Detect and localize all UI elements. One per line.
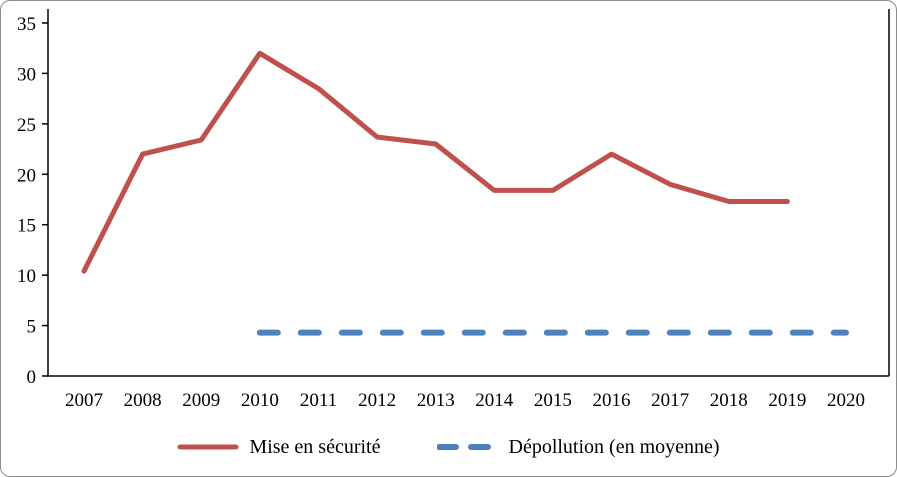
legend-label-depollution: Dépollution (en moyenne) — [508, 435, 720, 458]
tick-label: 0 — [27, 367, 37, 388]
red-line-swatch-icon — [177, 444, 239, 450]
series-line-0 — [81, 50, 790, 274]
x-label: 2010 — [241, 390, 279, 411]
x-label: 2009 — [182, 390, 220, 411]
legend-item-depollution: Dépollution (en moyenne) — [436, 435, 720, 459]
tick-label: 25 — [17, 115, 36, 136]
legend-label-mise-en-securite: Mise en sécurité — [249, 435, 381, 458]
x-label: 2012 — [358, 390, 396, 411]
x-label: 2020 — [827, 390, 865, 411]
x-label: 2019 — [768, 390, 806, 411]
x-label: 2015 — [534, 390, 572, 411]
blue-dashed-swatch-icon — [436, 444, 499, 450]
tick-label: 20 — [17, 165, 36, 186]
tick-label: 35 — [17, 14, 36, 35]
tick-label: 30 — [17, 64, 36, 85]
line-chart: 0 5 10 15 20 25 30 35 2007 2008 2009 2010 2011 2012 20… — [17, 9, 890, 411]
legend-item-mise-en-securite: Mise en sécurité — [177, 435, 381, 459]
tick-label: 5 — [27, 317, 37, 338]
tick-label: 10 — [17, 266, 36, 287]
x-label: 2013 — [417, 390, 455, 411]
tick-label: 15 — [17, 216, 36, 237]
x-label: 2017 — [651, 390, 689, 411]
x-label: 2014 — [475, 390, 514, 411]
chart-legend: Mise en sécurité Dépollution (en moyenne… — [1, 419, 896, 475]
x-label: 2018 — [710, 390, 748, 411]
x-label: 2007 — [65, 390, 103, 411]
x-label: 2016 — [593, 390, 631, 411]
x-label: 2008 — [124, 390, 162, 411]
x-label: 2011 — [300, 390, 337, 411]
